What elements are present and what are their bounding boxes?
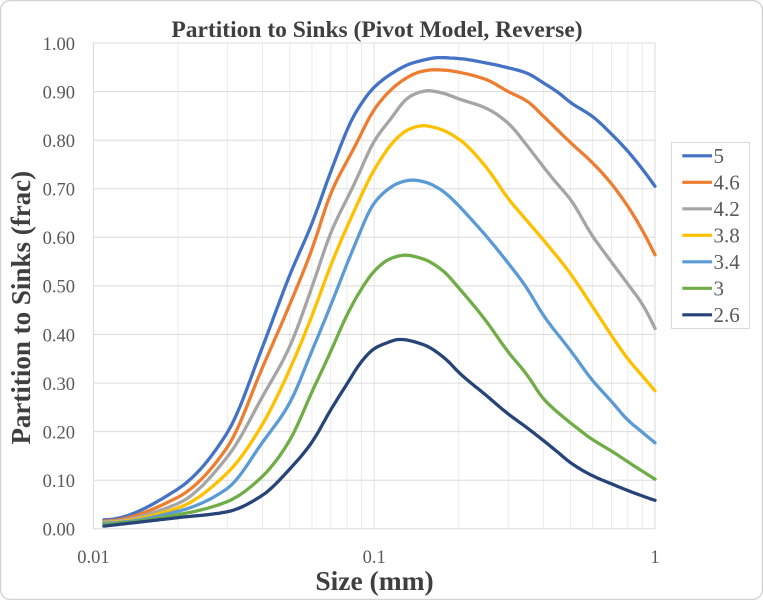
svg-text:0.70: 0.70 bbox=[43, 181, 75, 201]
svg-text:0.20: 0.20 bbox=[43, 423, 75, 443]
svg-text:0.40: 0.40 bbox=[43, 326, 75, 346]
svg-text:5: 5 bbox=[714, 144, 725, 168]
svg-text:0.80: 0.80 bbox=[43, 132, 75, 152]
svg-text:0.50: 0.50 bbox=[43, 278, 75, 298]
svg-text:4.2: 4.2 bbox=[714, 197, 740, 221]
svg-text:0.90: 0.90 bbox=[43, 83, 75, 103]
svg-text:Partition to Sinks (frac): Partition to Sinks (frac) bbox=[6, 171, 36, 445]
svg-text:3.8: 3.8 bbox=[714, 224, 740, 248]
svg-text:3.4: 3.4 bbox=[714, 250, 741, 274]
svg-text:0.30: 0.30 bbox=[43, 375, 75, 395]
svg-text:1: 1 bbox=[650, 548, 659, 568]
svg-text:Partition to Sinks (Pivot Mode: Partition to Sinks (Pivot Model, Reverse… bbox=[171, 17, 582, 43]
svg-text:0.01: 0.01 bbox=[77, 548, 109, 568]
svg-text:0.60: 0.60 bbox=[43, 229, 75, 249]
svg-text:1.00: 1.00 bbox=[43, 35, 75, 55]
svg-text:0.10: 0.10 bbox=[43, 472, 75, 492]
svg-text:2.6: 2.6 bbox=[714, 303, 740, 327]
svg-text:Size (mm): Size (mm) bbox=[315, 565, 433, 596]
svg-text:0.1: 0.1 bbox=[363, 548, 386, 568]
svg-text:4.6: 4.6 bbox=[714, 171, 740, 195]
svg-text:0.00: 0.00 bbox=[43, 521, 75, 541]
svg-text:3: 3 bbox=[714, 277, 725, 301]
